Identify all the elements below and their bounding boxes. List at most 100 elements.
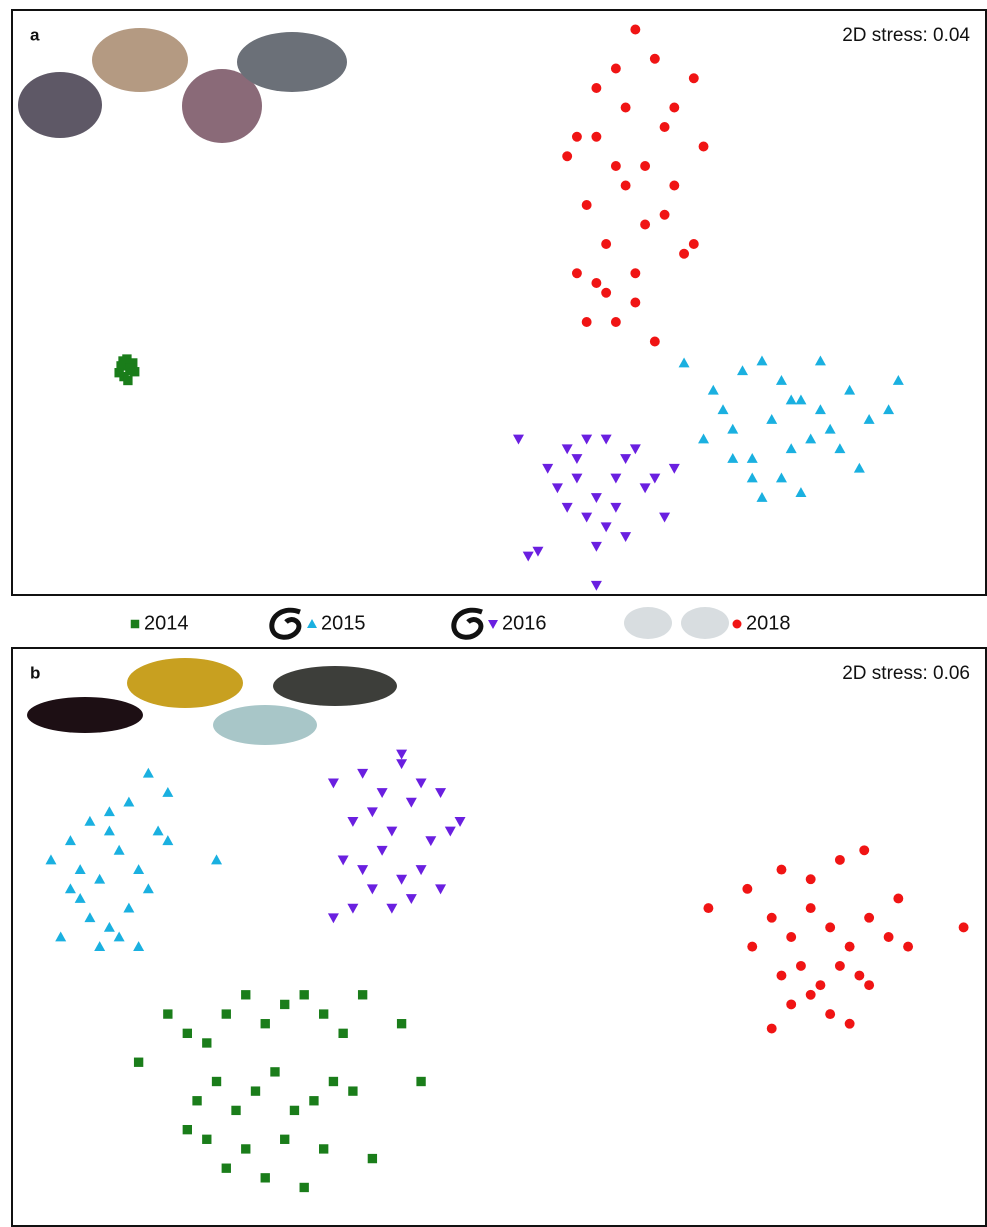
point <box>776 473 787 483</box>
point <box>455 817 466 827</box>
series-2 <box>328 750 466 924</box>
point <box>241 1144 250 1153</box>
legend-label: 2018 <box>746 612 791 634</box>
legend-label: 2014 <box>144 612 189 634</box>
point <box>416 1077 425 1086</box>
point <box>883 404 894 414</box>
point <box>104 922 115 932</box>
point <box>123 376 132 385</box>
point <box>123 797 134 807</box>
series-3 <box>703 845 968 1033</box>
point <box>669 181 679 191</box>
point <box>75 864 86 874</box>
point <box>396 750 407 760</box>
point <box>300 990 309 999</box>
point <box>650 337 660 347</box>
legend-marker <box>307 619 317 628</box>
point <box>893 894 903 904</box>
series-0 <box>114 354 139 385</box>
point <box>45 854 56 864</box>
point <box>621 181 631 191</box>
point <box>611 64 621 74</box>
point <box>835 961 845 971</box>
point <box>84 912 95 922</box>
point <box>386 827 397 837</box>
point <box>280 1135 289 1144</box>
point <box>94 874 105 884</box>
point <box>65 883 76 893</box>
point <box>348 1086 357 1095</box>
point <box>435 788 446 798</box>
point <box>959 922 969 932</box>
point <box>825 922 835 932</box>
point <box>163 1009 172 1018</box>
point <box>747 473 758 483</box>
point <box>241 990 250 999</box>
point <box>698 434 709 444</box>
point <box>104 826 115 836</box>
point <box>55 932 66 942</box>
point <box>367 807 378 817</box>
point <box>845 1019 855 1029</box>
point <box>377 788 388 798</box>
point <box>114 845 125 855</box>
point <box>143 768 154 778</box>
legend-label: 2016 <box>502 612 547 634</box>
stress-annotation: 2D stress: 0.06 <box>842 663 970 684</box>
point <box>347 904 358 914</box>
point <box>123 903 134 913</box>
point <box>795 487 806 497</box>
series-1 <box>679 356 904 502</box>
point <box>610 474 621 484</box>
point <box>859 845 869 855</box>
point <box>621 103 631 113</box>
point <box>582 200 592 210</box>
point <box>825 1009 835 1019</box>
point <box>211 854 222 864</box>
point <box>222 1164 231 1173</box>
point <box>844 385 855 395</box>
point <box>425 836 436 846</box>
point <box>845 942 855 952</box>
point <box>669 464 680 474</box>
point <box>660 122 670 132</box>
point <box>386 904 397 914</box>
point <box>445 827 456 837</box>
point <box>396 875 407 885</box>
point <box>630 444 641 454</box>
point <box>114 368 123 377</box>
point <box>280 1000 289 1009</box>
point <box>329 1077 338 1086</box>
panel-label: a <box>30 25 40 44</box>
point <box>640 220 650 230</box>
panel-frame <box>12 10 986 595</box>
point <box>835 855 845 865</box>
point <box>397 1019 406 1028</box>
point <box>552 483 563 493</box>
point <box>630 268 640 278</box>
series-2 <box>513 435 680 591</box>
point <box>737 365 748 375</box>
point <box>571 454 582 464</box>
point <box>806 903 816 913</box>
point <box>864 913 874 923</box>
point <box>727 453 738 463</box>
point <box>640 483 651 493</box>
point <box>358 990 367 999</box>
point <box>703 903 713 913</box>
series-0 <box>134 990 426 1192</box>
point <box>162 787 173 797</box>
point <box>679 357 690 367</box>
point <box>300 1183 309 1192</box>
point <box>581 435 592 445</box>
point <box>718 404 729 414</box>
point <box>689 73 699 83</box>
point <box>562 444 573 454</box>
point <box>884 932 894 942</box>
point <box>786 932 796 942</box>
point <box>143 883 154 893</box>
point <box>747 942 757 952</box>
point <box>630 25 640 35</box>
point <box>75 893 86 903</box>
